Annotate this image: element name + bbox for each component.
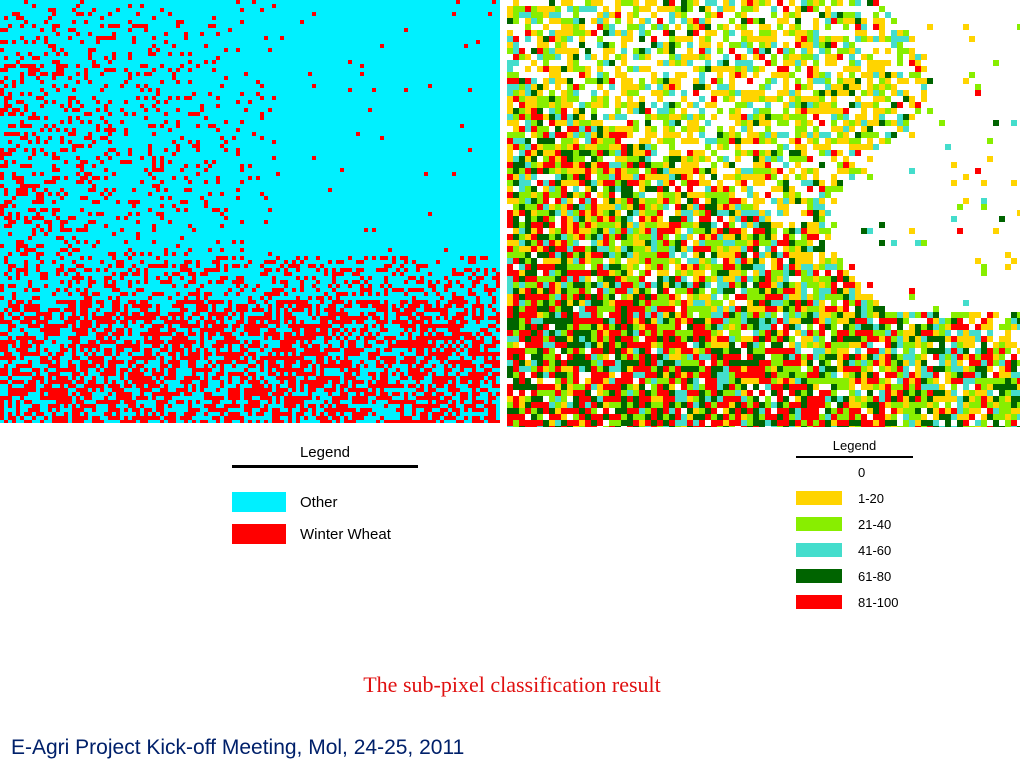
- classification-legend: Legend Other Winter Wheat: [232, 444, 422, 556]
- sub-pixel-fraction-map: [507, 0, 1020, 427]
- legend-swatch-other: [232, 492, 286, 512]
- legend-swatch-61-80: [796, 569, 842, 583]
- legend-title: Legend: [232, 444, 418, 468]
- footer-text: E-Agri Project Kick-off Meeting, Mol, 24…: [11, 736, 465, 759]
- legend-swatch-1-20: [796, 491, 842, 505]
- legend-swatch-81-100: [796, 595, 842, 609]
- legend-title: Legend: [796, 438, 913, 458]
- legend-swatch-0: [796, 465, 842, 479]
- legend-label-0: 0: [858, 464, 866, 480]
- legend-item-21-40: 21-40: [796, 516, 916, 532]
- legend-item-1-20: 1-20: [796, 490, 916, 506]
- legend-item-winter-wheat: Winter Wheat: [232, 524, 422, 544]
- legend-label-21-40: 21-40: [858, 516, 892, 532]
- legend-label-other: Other: [300, 493, 338, 511]
- legend-label-61-80: 61-80: [858, 568, 892, 584]
- legend-label-1-20: 1-20: [858, 490, 885, 506]
- legend-swatch-winter-wheat: [232, 524, 286, 544]
- legend-label-81-100: 81-100: [858, 594, 899, 610]
- legend-item-61-80: 61-80: [796, 568, 916, 584]
- classification-raster: [0, 0, 500, 423]
- winter-wheat-classification-map: [0, 0, 500, 423]
- winter-wheat-pixels: [0, 0, 500, 423]
- legend-swatch-41-60: [796, 543, 842, 557]
- legend-label-winter-wheat: Winter Wheat: [300, 525, 391, 543]
- legend-item-other: Other: [232, 492, 422, 512]
- legend-item-81-100: 81-100: [796, 594, 916, 610]
- figure-caption: The sub-pixel classification result: [363, 672, 661, 697]
- legend-item-41-60: 41-60: [796, 542, 916, 558]
- legend-item-0: 0: [796, 464, 916, 480]
- legend-swatch-21-40: [796, 517, 842, 531]
- fraction-pixels: [507, 0, 1020, 427]
- legend-label-41-60: 41-60: [858, 542, 892, 558]
- sub-pixel-legend: Legend 0 1-20 21-40 41-60 61-80 81-100: [796, 438, 916, 620]
- sub-pixel-raster: [507, 0, 1020, 427]
